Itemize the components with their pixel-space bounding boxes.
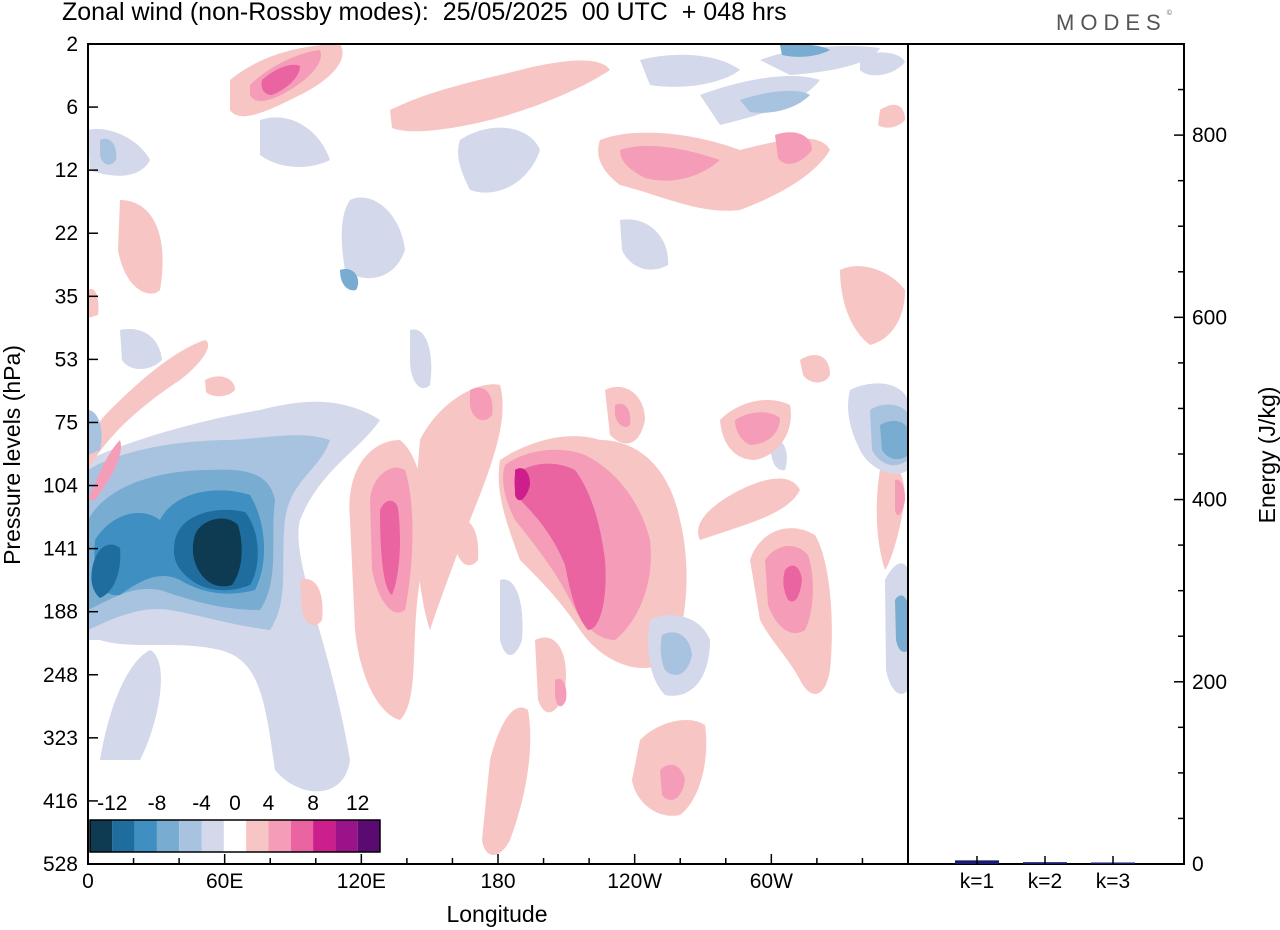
y-tick-label: 141 bbox=[43, 538, 78, 561]
colorbar-swatch bbox=[313, 820, 336, 852]
energy-tick-label: 400 bbox=[1192, 489, 1227, 512]
colorbar-swatch bbox=[90, 820, 113, 852]
y-tick-label: 75 bbox=[55, 411, 78, 434]
colorbar-swatch bbox=[134, 820, 157, 852]
x-tick-label: 60W bbox=[750, 870, 793, 893]
energy-tick-label: 600 bbox=[1192, 306, 1227, 329]
y-tick-label: 12 bbox=[55, 159, 78, 182]
x-axis-title: Longitude bbox=[446, 901, 547, 927]
energy-tick-label: 0 bbox=[1192, 853, 1204, 876]
colorbar-swatch bbox=[290, 820, 314, 852]
y-tick-label: 35 bbox=[55, 285, 78, 308]
energy-category-label: k=1 bbox=[960, 870, 994, 893]
modes-logo: MODES© bbox=[1056, 10, 1172, 35]
colorbar-swatch bbox=[201, 820, 224, 852]
y-tick-label: 416 bbox=[43, 790, 78, 813]
colorbar-label: 4 bbox=[263, 792, 275, 815]
y-tick-label: 323 bbox=[43, 727, 78, 750]
colorbar: -12 -8 -4 0 4 8 12 bbox=[89, 792, 381, 853]
colorbar-swatch bbox=[335, 820, 358, 852]
energy-tick-label: 200 bbox=[1192, 671, 1227, 694]
y-tick-label: 188 bbox=[43, 601, 78, 624]
colorbar-label: -12 bbox=[97, 792, 127, 815]
colorbar-swatch bbox=[268, 820, 291, 852]
energy-category-label: k=2 bbox=[1028, 870, 1062, 893]
energy-category-label: k=3 bbox=[1096, 870, 1130, 893]
x-tick-label: 120W bbox=[607, 870, 662, 893]
colorbar-swatch bbox=[357, 820, 380, 852]
colorbar-swatch bbox=[246, 820, 269, 852]
energy-tick-label: 800 bbox=[1192, 124, 1227, 147]
y-tick-label: 53 bbox=[55, 348, 78, 371]
y-axis-title: Pressure levels (hPa) bbox=[0, 345, 25, 565]
energy-plot-area bbox=[908, 44, 1184, 864]
energy-axis-title: Energy (J/kg) bbox=[1254, 387, 1280, 524]
colorbar-swatch bbox=[112, 820, 135, 852]
y-tick-label: 528 bbox=[43, 853, 78, 876]
longitude-axis: 0 60E 120E 180 120W 60W bbox=[82, 854, 864, 893]
colorbar-swatch bbox=[179, 820, 202, 852]
x-tick-label: 120E bbox=[337, 870, 386, 893]
y-tick-label: 2 bbox=[66, 33, 78, 56]
pressure-axis: 2 6 12 22 35 53 75 104 141 188 248 323 416 528 bbox=[43, 33, 98, 876]
colorbar-label: -8 bbox=[148, 792, 167, 815]
x-tick-label: 60E bbox=[206, 870, 243, 893]
x-tick-label: 0 bbox=[82, 870, 94, 893]
colorbar-frame bbox=[89, 819, 381, 853]
energy-bars: k=1 k=2 k=3 bbox=[955, 856, 1135, 893]
colorbar-label: 12 bbox=[346, 792, 369, 815]
y-tick-label: 248 bbox=[43, 664, 78, 687]
y-tick-label: 104 bbox=[43, 475, 78, 498]
y-tick-label: 6 bbox=[66, 96, 78, 119]
colorbar-label: -4 bbox=[192, 792, 211, 815]
colorbar-swatch bbox=[156, 820, 180, 852]
colorbar-swatch bbox=[223, 820, 247, 852]
colorbar-label: 8 bbox=[307, 792, 319, 815]
wind-contours bbox=[88, 44, 908, 855]
y-tick-label: 22 bbox=[55, 222, 78, 245]
x-tick-label: 180 bbox=[480, 870, 515, 893]
chart-title: Zonal wind (non-Rossby modes): 25/05/202… bbox=[62, 0, 787, 26]
colorbar-label: 0 bbox=[229, 792, 241, 815]
energy-axis: 0 200 400 600 800 bbox=[1174, 43, 1227, 876]
